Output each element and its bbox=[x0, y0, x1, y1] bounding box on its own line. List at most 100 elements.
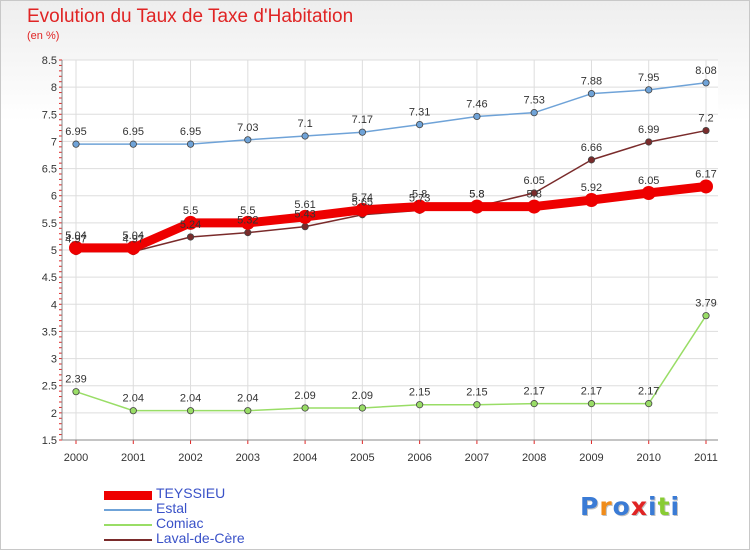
data-label: 5.5 bbox=[183, 205, 198, 217]
data-label: 7.1 bbox=[297, 118, 312, 130]
data-label: 4.97 bbox=[123, 234, 144, 246]
data-label: 4.97 bbox=[65, 234, 86, 246]
series-line-teyssieu bbox=[76, 182, 707, 253]
legend-label: TEYSSIEU bbox=[156, 485, 226, 501]
legend-swatch bbox=[104, 524, 152, 526]
data-label: 2.09 bbox=[352, 390, 373, 402]
data-label: 6.17 bbox=[695, 168, 716, 180]
data-point-teyssieu bbox=[469, 199, 484, 214]
data-label: 7.03 bbox=[237, 122, 258, 134]
data-point-teyssieu bbox=[298, 209, 313, 224]
y-tick-label: 6 bbox=[51, 191, 57, 203]
data-point-comiac bbox=[416, 401, 424, 409]
data-label: 5.04 bbox=[65, 230, 86, 242]
legend-label: Estal bbox=[156, 500, 188, 516]
data-point-estal bbox=[473, 112, 481, 121]
x-tick-label: 2005 bbox=[350, 452, 374, 464]
data-point-laval-de-cère bbox=[645, 138, 653, 146]
data-label: 7.53 bbox=[523, 95, 544, 107]
y-tick-label: 1.5 bbox=[42, 435, 57, 447]
data-label: 6.05 bbox=[523, 175, 544, 187]
data-point-estal bbox=[645, 86, 653, 94]
data-label: 5.65 bbox=[352, 197, 373, 209]
y-tick-label: 3.5 bbox=[42, 326, 57, 338]
data-point-comiac bbox=[530, 400, 538, 408]
data-label: 7.88 bbox=[581, 76, 602, 88]
y-tick-label: 6.5 bbox=[42, 164, 57, 176]
y-tick-label: 3 bbox=[51, 354, 57, 366]
data-label: 6.05 bbox=[638, 175, 659, 187]
data-label: 5.8 bbox=[469, 189, 484, 201]
data-label: 5.73 bbox=[409, 192, 430, 204]
data-point-teyssieu bbox=[699, 179, 713, 194]
data-point-teyssieu bbox=[412, 199, 427, 214]
data-label: 5.32 bbox=[237, 215, 258, 227]
y-tick-label: 7.5 bbox=[42, 109, 57, 121]
data-label: 2.17 bbox=[638, 386, 659, 398]
data-point-estal bbox=[301, 132, 309, 140]
data-label: 5.8 bbox=[527, 189, 542, 201]
data-point-comiac bbox=[473, 401, 481, 409]
data-point-laval-de-cère bbox=[186, 233, 195, 241]
data-label: 3.79 bbox=[695, 298, 716, 310]
data-point-teyssieu bbox=[527, 199, 542, 214]
data-point-teyssieu bbox=[641, 186, 656, 200]
data-label: 2.09 bbox=[294, 390, 315, 402]
data-label: 5.24 bbox=[180, 219, 201, 231]
series-line-estal bbox=[76, 82, 707, 145]
data-label: 7.17 bbox=[352, 114, 373, 126]
x-tick-label: 2004 bbox=[293, 452, 317, 464]
data-point-laval-de-cère bbox=[702, 126, 710, 135]
data-label: 2.04 bbox=[180, 393, 201, 405]
x-tick-label: 2001 bbox=[121, 452, 145, 464]
data-label: 7.31 bbox=[409, 107, 430, 119]
data-label: 6.95 bbox=[123, 126, 144, 138]
y-tick-label: 5 bbox=[51, 245, 57, 257]
data-label: 5.74 bbox=[352, 192, 373, 204]
data-label: 8.08 bbox=[695, 65, 716, 77]
data-point-teyssieu bbox=[240, 215, 255, 230]
data-label: 6.99 bbox=[638, 124, 659, 136]
data-label: 5.8 bbox=[469, 189, 484, 201]
legend-swatch bbox=[104, 509, 152, 511]
x-tick-label: 2011 bbox=[694, 452, 718, 464]
data-point-comiac bbox=[358, 404, 366, 412]
x-tick-label: 2000 bbox=[64, 452, 88, 464]
data-point-comiac bbox=[587, 400, 596, 408]
data-point-laval-de-cère bbox=[587, 156, 596, 164]
x-tick-label: 2002 bbox=[178, 452, 202, 464]
data-point-teyssieu bbox=[126, 240, 141, 255]
data-label: 7.2 bbox=[698, 113, 713, 125]
data-point-teyssieu bbox=[584, 193, 599, 208]
y-tick-label: 4.5 bbox=[42, 272, 57, 284]
x-tick-label: 2008 bbox=[522, 452, 546, 464]
data-point-comiac bbox=[645, 400, 653, 408]
data-point-teyssieu bbox=[183, 215, 198, 230]
data-point-teyssieu bbox=[355, 202, 370, 217]
data-label: 2.04 bbox=[237, 393, 258, 405]
y-tick-label: 4 bbox=[51, 299, 57, 311]
legend-swatch bbox=[104, 491, 152, 500]
data-label: 5.04 bbox=[123, 230, 144, 242]
y-tick-label: 7 bbox=[51, 136, 57, 148]
data-label: 2.39 bbox=[65, 374, 86, 386]
data-label: 7.95 bbox=[638, 72, 659, 84]
x-tick-label: 2006 bbox=[407, 452, 431, 464]
data-label: 7.46 bbox=[466, 98, 487, 110]
data-label: 5.5 bbox=[240, 205, 255, 217]
y-tick-label: 8 bbox=[51, 82, 57, 94]
data-label: 5.92 bbox=[581, 182, 602, 194]
data-point-comiac bbox=[129, 407, 137, 415]
data-label: 2.15 bbox=[409, 387, 430, 399]
y-tick-label: 2.5 bbox=[42, 381, 57, 393]
data-point-comiac bbox=[301, 404, 309, 412]
data-point-estal bbox=[358, 128, 366, 136]
y-tick-label: 8.5 bbox=[42, 55, 57, 67]
y-tick-label: 5.5 bbox=[42, 218, 57, 230]
legend-label: Laval-de-Cère bbox=[156, 530, 245, 546]
data-label: 5.8 bbox=[412, 189, 427, 201]
data-point-laval-de-cère bbox=[244, 229, 252, 237]
data-label: 6.95 bbox=[65, 126, 86, 138]
chart-title: Evolution du Taux de Taxe d'Habitation bbox=[27, 6, 354, 27]
